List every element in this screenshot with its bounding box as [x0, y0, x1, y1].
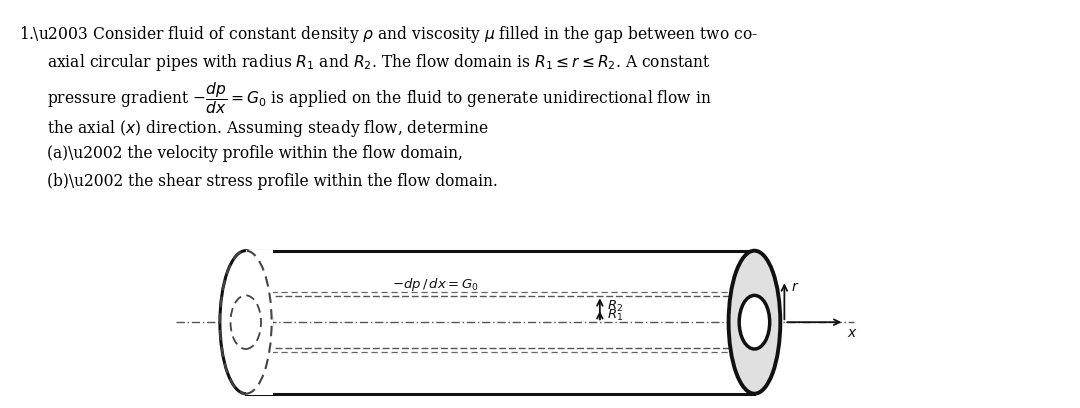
Text: (a)\u2002 the velocity profile within the flow domain,: (a)\u2002 the velocity profile within th… — [48, 145, 463, 162]
Text: $R_2$: $R_2$ — [607, 299, 623, 314]
Text: $-dp\,/\,dx = G_0$: $-dp\,/\,dx = G_0$ — [392, 276, 478, 293]
Text: 1.\u2003 Consider fluid of constant density $\rho$ and viscosity $\mu$ filled in: 1.\u2003 Consider fluid of constant dens… — [19, 24, 758, 45]
Ellipse shape — [729, 251, 781, 394]
Text: pressure gradient $-\dfrac{dp}{dx} = G_0$ is applied on the fluid to generate un: pressure gradient $-\dfrac{dp}{dx} = G_0… — [48, 80, 712, 116]
Text: the axial ($x$) direction. Assuming steady flow, determine: the axial ($x$) direction. Assuming stea… — [48, 118, 489, 139]
Ellipse shape — [220, 251, 271, 394]
Text: $R_1$: $R_1$ — [607, 308, 623, 323]
Text: $x$: $x$ — [847, 326, 858, 340]
Bar — [246, 251, 755, 394]
Text: (b)\u2002 the shear stress profile within the flow domain.: (b)\u2002 the shear stress profile withi… — [48, 173, 498, 190]
Text: $r$: $r$ — [792, 280, 800, 295]
Text: axial circular pipes with radius $R_1$ and $R_2$. The flow domain is $R_1 \leq r: axial circular pipes with radius $R_1$ a… — [48, 52, 711, 73]
Ellipse shape — [739, 295, 770, 349]
Bar — [246, 250, 272, 395]
